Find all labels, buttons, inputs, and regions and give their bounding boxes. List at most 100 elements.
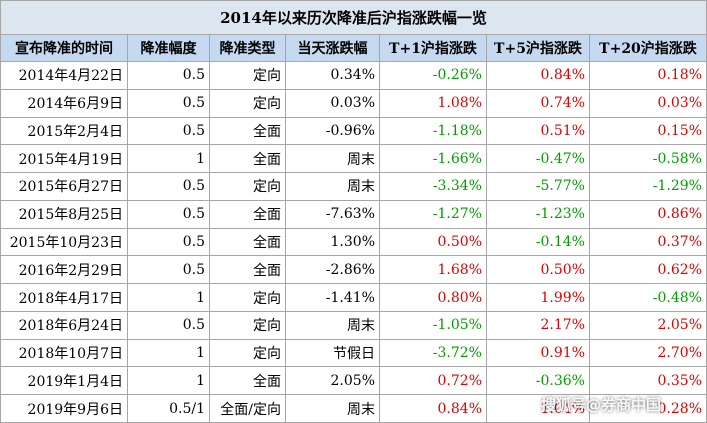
table-cell: 2.05% [286, 367, 380, 396]
header-cell: 降准幅度 [128, 35, 210, 62]
table-cell: 0.80% [380, 284, 487, 312]
table-cell: 周末 [286, 395, 380, 423]
table-cell: 0.5 [128, 256, 210, 285]
table-cell: 2015年4月19日 [0, 145, 128, 174]
table-cell: 0.5 [128, 173, 210, 201]
table-cell: -1.41% [286, 284, 380, 312]
header-cell: T+20沪指涨跌 [590, 35, 707, 62]
header-cell: 宣布降准的时间 [0, 35, 128, 62]
table-cell: 2014年4月22日 [0, 62, 128, 90]
table-cell: 2.05% [590, 311, 707, 340]
table-cell: 0.72% [380, 367, 487, 396]
table-cell: 0.34% [286, 62, 380, 90]
table-cell: 1 [128, 284, 210, 312]
table-cell: 2019年9月6日 [0, 395, 128, 423]
table-cell: 2.70% [590, 339, 707, 368]
header-cell: T+1沪指涨跌 [380, 35, 487, 62]
table-cell: 2018年10月7日 [0, 339, 128, 368]
table-cell: 周末 [286, 311, 380, 340]
header-cell: 降准类型 [210, 35, 286, 62]
table-cell: 0.5 [128, 117, 210, 146]
table-cell: 2014年6月9日 [0, 89, 128, 118]
table-cell: 0.18% [590, 62, 707, 90]
table-cell: 0.5 [128, 200, 210, 229]
table-cell: 2015年2月4日 [0, 117, 128, 146]
table-cell: 1 [128, 367, 210, 396]
table-cell: -1.29% [590, 173, 707, 201]
table-cell: 0.03% [590, 89, 707, 118]
table-cell: -3.72% [380, 339, 487, 368]
table-cell: 2015年10月23日 [0, 228, 128, 257]
table-cell: 0.5/1 [128, 395, 210, 423]
table-cell: 1.30% [286, 228, 380, 257]
table-cell: 全面 [210, 367, 286, 396]
table-cell: 0.37% [590, 228, 707, 257]
table-cell: -0.36% [487, 367, 590, 396]
table-cell: -1.05% [380, 311, 487, 340]
table-cell: 0.51% [487, 117, 590, 146]
table-cell: 0.5 [128, 62, 210, 90]
table-cell: 0.03% [286, 89, 380, 118]
table-cell: -1.66% [380, 145, 487, 174]
table-cell: -0.14% [487, 228, 590, 257]
table-cell: 0.91% [487, 339, 590, 368]
table-cell: -5.77% [487, 173, 590, 201]
table-cell: -0.48% [590, 284, 707, 312]
table-cell: 0.5 [128, 89, 210, 118]
table-cell: -2.86% [286, 256, 380, 285]
table-cell: -1.18% [380, 117, 487, 146]
header-cell: 当天涨跌幅 [286, 35, 380, 62]
table-cell: 0.84% [487, 62, 590, 90]
table-cell: 定向 [210, 311, 286, 340]
table-cell: -7.63% [286, 200, 380, 229]
table-cell: -0.47% [487, 145, 590, 174]
table-cell: 2018年4月17日 [0, 284, 128, 312]
table-cell: 定向 [210, 89, 286, 118]
watermark: 搜狐号@券商中国 [540, 396, 661, 414]
table-cell: 2018年6月24日 [0, 311, 128, 340]
table-cell: 全面 [210, 145, 286, 174]
table-cell: -0.58% [590, 145, 707, 174]
table-cell: 1 [128, 339, 210, 368]
table-cell: 全面 [210, 256, 286, 285]
table-cell: 定向 [210, 62, 286, 90]
table-cell: 全面/定向 [210, 395, 286, 423]
table-cell: 0.50% [487, 256, 590, 285]
table-cell: -0.96% [286, 117, 380, 146]
table-cell: 周末 [286, 173, 380, 201]
table-cell: 0.5 [128, 228, 210, 257]
table-cell: 0.15% [590, 117, 707, 146]
table-cell: 2016年2月29日 [0, 256, 128, 285]
table-cell: 1.68% [380, 256, 487, 285]
table-cell: 0.50% [380, 228, 487, 257]
header-cell: T+5沪指涨跌 [487, 35, 590, 62]
table-cell: 定向 [210, 284, 286, 312]
table-cell: 1.99% [487, 284, 590, 312]
table-cell: 节假日 [286, 339, 380, 368]
table-cell: 全面 [210, 117, 286, 146]
table-cell: -1.27% [380, 200, 487, 229]
table-cell: 0.5 [128, 311, 210, 340]
table-cell: -3.34% [380, 173, 487, 201]
table-cell: 全面 [210, 200, 286, 229]
table-cell: 0.84% [380, 395, 487, 423]
table-cell: 全面 [210, 228, 286, 257]
table-cell: 2015年6月27日 [0, 173, 128, 201]
table-cell: 2019年1月4日 [0, 367, 128, 396]
title: 2014年以来历次降准后沪指涨跌幅一览 [0, 0, 707, 35]
table-cell: 1.08% [380, 89, 487, 118]
table-cell: 2.17% [487, 311, 590, 340]
table-cell: 0.86% [590, 200, 707, 229]
table-cell: 周末 [286, 145, 380, 174]
table-cell: 定向 [210, 173, 286, 201]
table-cell: -0.26% [380, 62, 487, 90]
table-cell: 2015年8月25日 [0, 200, 128, 229]
table-cell: 0.35% [590, 367, 707, 396]
table-cell: 0.74% [487, 89, 590, 118]
table-cell: 0.62% [590, 256, 707, 285]
table-cell: 1 [128, 145, 210, 174]
table-cell: 定向 [210, 339, 286, 368]
table-cell: -1.23% [487, 200, 590, 229]
